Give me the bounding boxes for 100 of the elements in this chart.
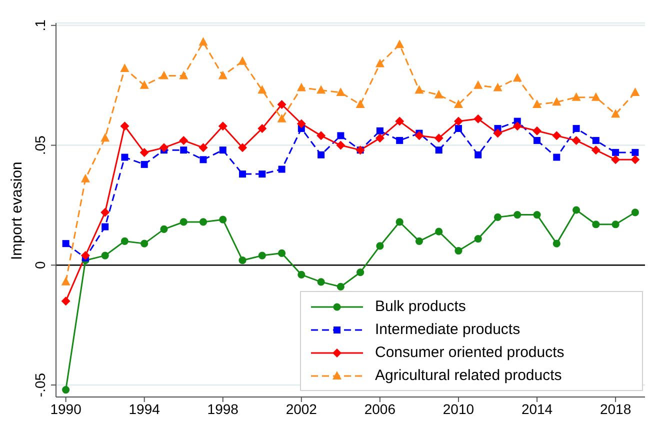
point <box>296 119 306 128</box>
point <box>219 216 227 224</box>
y-axis-title: Import evasion <box>8 162 26 260</box>
point <box>100 133 110 142</box>
point <box>493 128 502 138</box>
point <box>277 100 286 110</box>
point <box>62 386 70 394</box>
point <box>395 116 404 126</box>
point <box>553 154 560 161</box>
point <box>572 206 580 214</box>
y-tick-label: .1 <box>32 19 48 32</box>
point <box>101 252 109 260</box>
point <box>336 140 346 150</box>
point <box>512 122 522 131</box>
x-tick-label: 1998 <box>207 400 239 417</box>
point <box>160 225 168 233</box>
point <box>120 64 130 72</box>
x-tick-label: 2002 <box>286 400 318 417</box>
point <box>238 256 246 264</box>
point <box>434 134 444 143</box>
point <box>296 82 306 92</box>
point <box>612 220 620 228</box>
legend-label: Agricultural related products <box>375 367 562 384</box>
point <box>414 85 424 94</box>
point <box>159 70 168 80</box>
point <box>277 114 286 122</box>
x-tick-label: 2018 <box>600 400 632 417</box>
point <box>592 220 600 228</box>
point <box>454 124 462 132</box>
point <box>336 88 346 96</box>
point <box>415 237 424 245</box>
point <box>337 132 344 140</box>
point <box>376 242 384 250</box>
point <box>140 148 149 157</box>
legend-label: Consumer oriented products <box>375 344 564 361</box>
point <box>258 124 267 133</box>
point <box>591 146 600 155</box>
point <box>102 223 109 230</box>
x-tick-label: 2014 <box>521 400 553 417</box>
point <box>218 122 228 131</box>
point <box>552 240 560 248</box>
x-tick-label: 2010 <box>442 400 474 417</box>
point <box>435 228 443 236</box>
point <box>121 154 128 161</box>
point <box>356 100 365 108</box>
point <box>572 92 581 101</box>
point <box>239 170 246 178</box>
point <box>238 56 248 65</box>
point <box>532 100 542 108</box>
point <box>611 109 620 118</box>
point <box>80 174 90 182</box>
point <box>219 146 226 154</box>
point <box>316 85 326 94</box>
point <box>120 237 129 245</box>
point <box>200 156 207 164</box>
point <box>159 143 168 152</box>
point <box>199 218 208 226</box>
point <box>180 218 188 226</box>
point <box>572 136 581 145</box>
point <box>198 37 208 46</box>
point <box>258 85 267 94</box>
point <box>611 155 620 164</box>
y-tick-label: .05 <box>32 135 48 156</box>
point <box>454 116 463 126</box>
point <box>298 270 306 279</box>
point <box>278 249 286 257</box>
point <box>120 122 130 131</box>
point <box>632 148 639 156</box>
point <box>258 252 266 260</box>
point <box>376 127 384 134</box>
point <box>552 131 562 140</box>
point <box>356 268 364 276</box>
point <box>494 213 502 221</box>
y-tick-label: -.05 <box>32 372 48 398</box>
point <box>454 100 463 108</box>
point <box>591 92 600 101</box>
point <box>630 155 640 164</box>
legend-label: Bulk products <box>375 298 466 315</box>
point <box>414 131 424 140</box>
point <box>514 210 522 219</box>
point <box>474 234 482 243</box>
point <box>140 240 148 248</box>
point <box>493 82 502 92</box>
point <box>100 208 110 217</box>
point <box>454 246 462 255</box>
point <box>534 136 541 144</box>
x-tick-label: 2006 <box>364 400 396 417</box>
point <box>434 90 444 98</box>
point <box>179 136 188 145</box>
point <box>317 278 325 286</box>
point <box>474 114 483 124</box>
point <box>435 146 442 154</box>
point <box>318 151 325 158</box>
point <box>533 210 541 219</box>
point <box>375 134 384 143</box>
point <box>238 143 248 152</box>
point <box>316 131 326 140</box>
y-tick-label: 0 <box>32 261 48 270</box>
point <box>375 58 384 68</box>
point <box>278 166 286 173</box>
